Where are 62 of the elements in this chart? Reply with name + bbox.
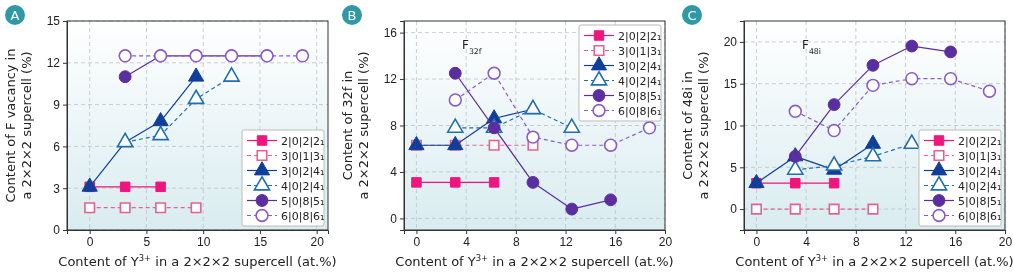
x-axis-title: Content of Y$^{3+}$ in a 2×2×2 supercell (at.%) [58,253,337,269]
legend-label: 3|0|1|3₁ [958,149,1002,163]
x-tick-label: 4 [803,234,811,249]
y-tick-label: 0 [390,211,398,226]
x-tick-label: 8 [853,234,861,249]
x-tick-label: 12 [559,234,574,249]
y-tick-label: 20 [723,35,738,50]
y-tick-label: 6 [53,139,61,154]
x-tick-label: 0 [86,234,94,249]
x-tick-label: 5 [143,234,151,249]
y-tick-label: 12 [46,56,61,71]
legend-label: 5|0|8|5₁ [618,89,662,103]
y-tick-label: 15 [46,14,61,29]
x-tick-label: 10 [196,234,211,249]
legend-label: 3|0|2|4₁ [958,164,1002,178]
text: A [10,8,20,23]
x-tick-label: 0 [753,234,761,249]
legend-label: 5|0|8|5₁ [958,194,1002,208]
y-tick-label: 3 [53,181,61,196]
x-tick-label: 20 [658,234,673,249]
legend-label: 4|0|2|4₁ [958,179,1002,193]
text: B [347,8,357,23]
x-tick-label: 0 [413,234,421,249]
legend-label: 2|0|2|2₁ [618,29,662,43]
x-tick-label: 8 [513,234,521,249]
legend-label: 6|0|8|6₁ [618,104,662,118]
y-axis-title: Content of 32f in a 2×2×2 supercell (%) [340,51,371,200]
annotation: F$_{48i}$ [802,38,821,56]
y-tick-label: 10 [723,118,738,133]
legend-label: 4|0|2|4₁ [618,74,662,88]
y-tick-label: 0 [53,223,61,238]
legend-label: 2|0|2|2₁ [958,134,1002,148]
y-tick-label: 12 [383,72,398,87]
x-tick-label: 15 [253,234,268,249]
legend-label: 6|0|8|6₁ [281,209,325,223]
y-tick-label: 15 [723,77,738,92]
x-tick-label: 20 [998,234,1013,249]
x-tick-label: 16 [609,234,623,249]
x-tick-label: 20 [310,234,325,249]
legend-label: 3|0|1|3₁ [281,149,325,163]
x-tick-label: 4 [463,234,471,249]
y-tick-label: 5 [730,160,738,175]
legend-label: 4|0|2|4₁ [281,179,325,193]
x-axis-title: Content of Y$^{3+}$ in a 2×2×2 supercell (at.%) [395,253,674,269]
legend-label: 3|0|1|3₁ [618,44,662,58]
y-tick-label: 9 [53,97,61,112]
y-axis-title: Content of 48i in a 2×2×2 supercell (%) [680,51,711,200]
text: C [687,8,697,23]
legend-label: 3|0|2|4₁ [281,164,325,178]
x-axis-title: Content of Y$^{3+}$ in a 2×2×2 supercell (at.%) [735,253,1013,269]
x-tick-label: 12 [899,234,914,249]
legend-label: 3|0|2|4₁ [618,59,662,73]
y-tick-label: 8 [390,118,398,133]
y-tick-label: 4 [390,165,398,180]
legend-label: 2|0|2|2₁ [281,134,325,148]
y-axis-title: Content of F vacancy in a 2×2×2 supercell (%) [3,48,34,203]
y-tick-label: 16 [383,25,398,40]
legend-label: 6|0|8|6₁ [958,209,1002,223]
legend-label: 5|0|8|5₁ [281,194,325,208]
annotation: F$_{32f}$ [462,38,482,56]
y-tick-label: 0 [730,202,738,217]
x-tick-label: 16 [949,234,963,249]
